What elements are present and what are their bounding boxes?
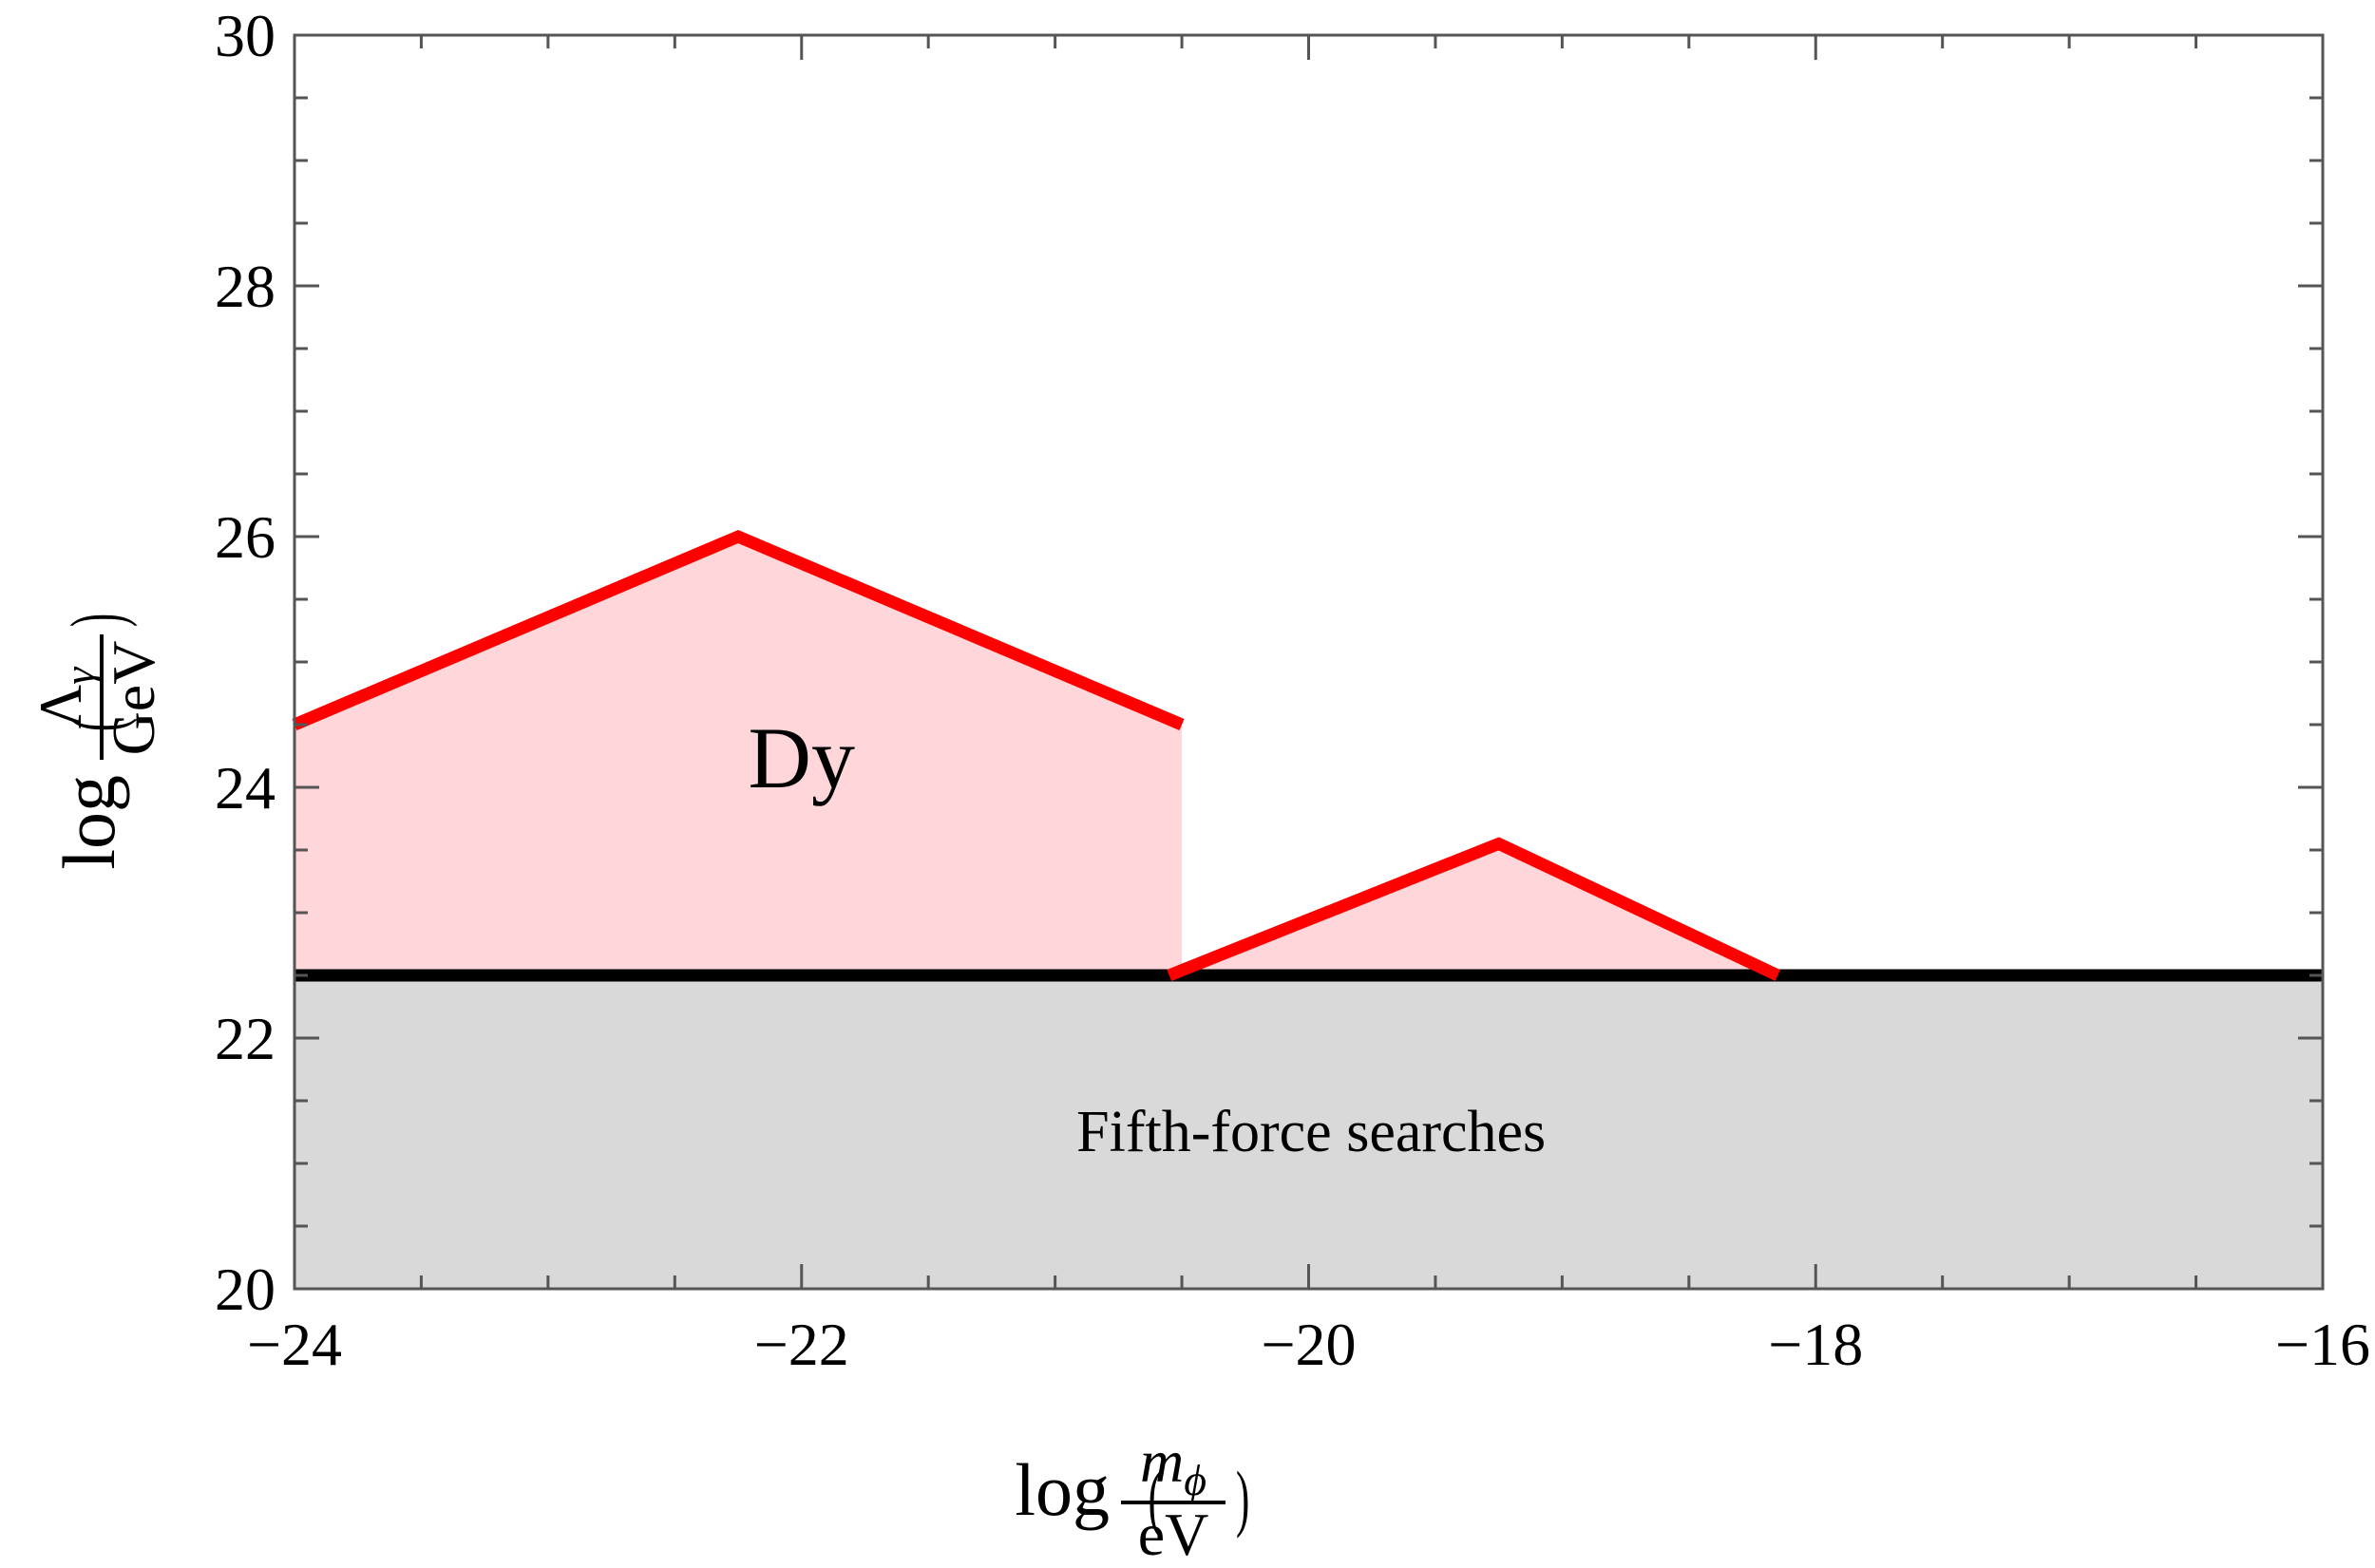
y-tick-label: 22 xyxy=(215,1005,276,1072)
y-axis-label-right-paren: ) xyxy=(56,614,139,627)
y-tick-label: 20 xyxy=(215,1256,276,1323)
x-tick-label: −24 xyxy=(247,1311,342,1378)
x-axis-label-right-paren: ) xyxy=(1236,1457,1249,1540)
x-axis-label-numerator: m xyxy=(1140,1427,1184,1495)
fifth-force-region-label: Fifth-force searches xyxy=(1076,1100,1546,1164)
x-axis-label-fraction: mϕ eV xyxy=(1121,1427,1226,1568)
y-axis-label-fraction: Λγ GeV xyxy=(27,634,167,760)
y-axis-label-denominator: GeV xyxy=(100,641,167,756)
y-tick-label: 28 xyxy=(215,253,276,320)
y-axis-label-left-paren: ( xyxy=(56,718,139,731)
x-tick-label: −20 xyxy=(1261,1311,1356,1378)
dy-region-1 xyxy=(294,537,1183,975)
dy-region-label: Dy xyxy=(749,709,855,806)
y-axis-label-subscript: γ xyxy=(55,666,104,685)
x-tick-label: −16 xyxy=(2275,1311,2370,1378)
x-tick-label: −22 xyxy=(754,1311,849,1378)
dy-line-2 xyxy=(1167,837,1780,982)
dy-region-2 xyxy=(1168,843,1778,975)
x-axis-label-function: log xyxy=(1015,1448,1110,1531)
axis-ticks xyxy=(293,33,2325,1291)
annotations: Dy Fifth-force searches xyxy=(749,709,1547,1164)
x-axis-label-denominator: eV xyxy=(1138,1501,1209,1568)
y-tick-label: 30 xyxy=(215,2,276,69)
constraint-lines xyxy=(292,529,2323,982)
y-axis-label-numerator: Λ xyxy=(27,685,94,728)
x-axis-label-subscript: ϕ xyxy=(1184,1456,1206,1504)
regions xyxy=(294,537,2323,1289)
y-axis-label: log ( Λγ GeV ) xyxy=(27,614,167,870)
dy-line-1 xyxy=(292,529,1185,730)
y-tick-label: 26 xyxy=(215,503,276,571)
y-tick-label: 24 xyxy=(215,754,276,822)
tick-labels: −24 −22 −20 −18 −16 20 22 24 26 28 30 xyxy=(215,2,2370,1378)
x-tick-label: −18 xyxy=(1768,1311,1863,1378)
y-axis-label-function: log xyxy=(48,775,130,870)
svg-text:mϕ: mϕ xyxy=(1140,1427,1206,1504)
x-axis-label: log ( mϕ eV ) xyxy=(1015,1427,1249,1568)
svg-text:Λγ: Λγ xyxy=(27,666,104,728)
x-axis-label-left-paren: ( xyxy=(1149,1457,1162,1540)
fifth-force-region xyxy=(294,975,2323,1289)
